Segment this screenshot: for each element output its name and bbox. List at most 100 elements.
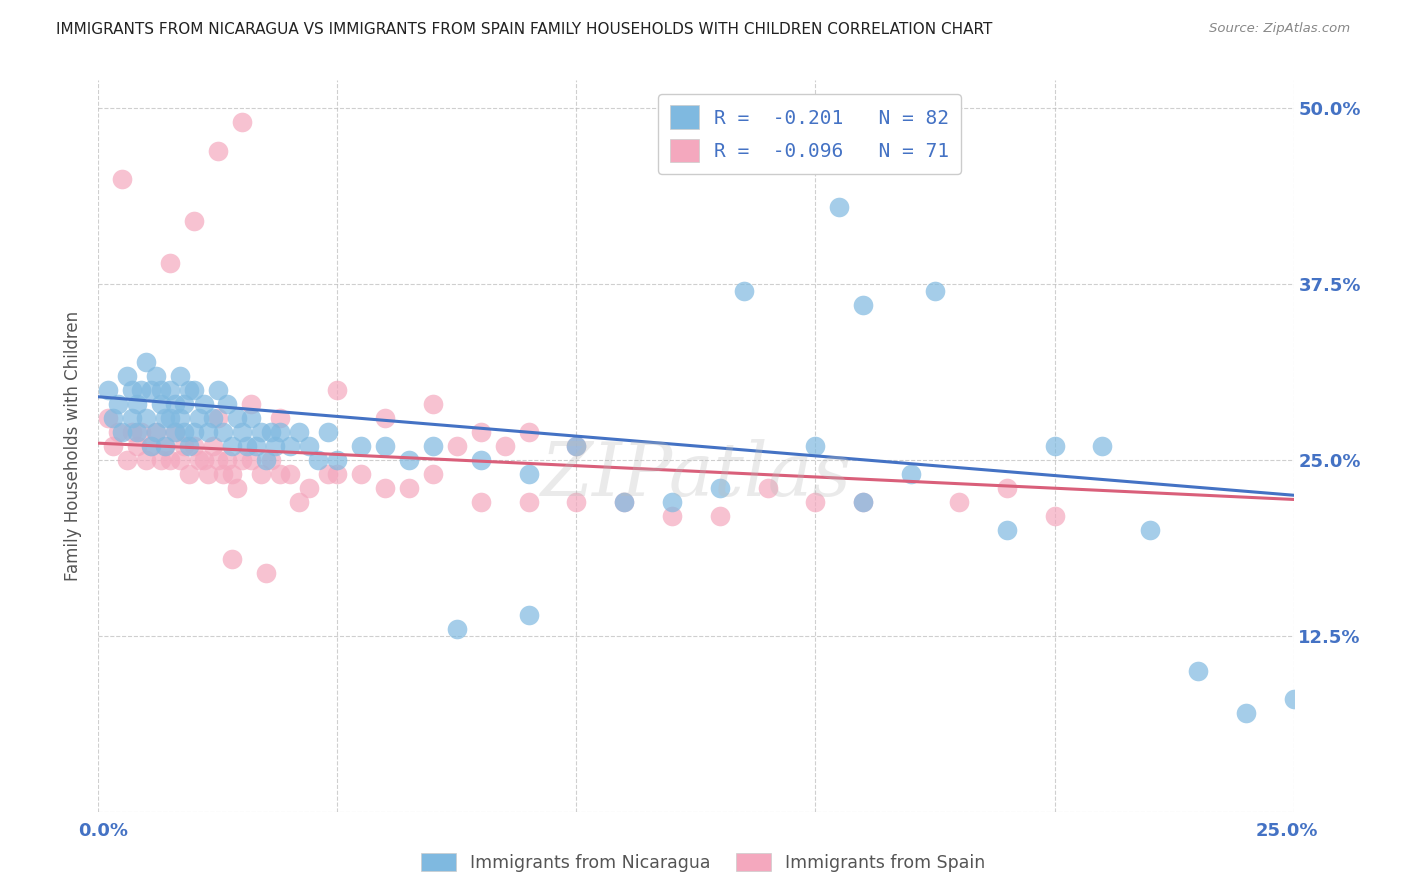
- Point: [173, 397, 195, 411]
- Text: 25.0%: 25.0%: [1256, 822, 1317, 840]
- Point: [226, 481, 249, 495]
- Point: [159, 256, 181, 270]
- Point: [852, 495, 875, 509]
- Point: [517, 467, 540, 482]
- Point: [202, 439, 225, 453]
- Point: [756, 481, 779, 495]
- Point: [221, 439, 243, 453]
- Point: [470, 425, 492, 439]
- Point: [159, 383, 181, 397]
- Point: [159, 453, 181, 467]
- Point: [111, 425, 134, 439]
- Point: [709, 509, 731, 524]
- Point: [240, 397, 263, 411]
- Point: [254, 566, 277, 580]
- Point: [517, 607, 540, 622]
- Point: [298, 439, 321, 453]
- Point: [288, 495, 311, 509]
- Point: [900, 467, 922, 482]
- Point: [326, 467, 349, 482]
- Point: [115, 453, 138, 467]
- Point: [517, 425, 540, 439]
- Point: [231, 425, 253, 439]
- Point: [163, 425, 186, 439]
- Point: [115, 368, 138, 383]
- Point: [183, 383, 205, 397]
- Point: [374, 410, 396, 425]
- Point: [613, 495, 636, 509]
- Point: [254, 453, 277, 467]
- Point: [197, 425, 219, 439]
- Point: [733, 285, 755, 299]
- Point: [709, 481, 731, 495]
- Point: [852, 495, 875, 509]
- Point: [1043, 509, 1066, 524]
- Point: [259, 453, 281, 467]
- Point: [307, 453, 329, 467]
- Point: [517, 495, 540, 509]
- Point: [183, 214, 205, 228]
- Point: [995, 524, 1018, 538]
- Point: [207, 383, 229, 397]
- Point: [259, 425, 281, 439]
- Point: [269, 425, 291, 439]
- Point: [183, 439, 205, 453]
- Point: [852, 298, 875, 312]
- Point: [159, 410, 181, 425]
- Point: [350, 439, 373, 453]
- Point: [131, 425, 153, 439]
- Point: [121, 410, 143, 425]
- Point: [107, 397, 129, 411]
- Point: [250, 467, 273, 482]
- Point: [183, 425, 205, 439]
- Point: [226, 410, 249, 425]
- Point: [1282, 692, 1305, 706]
- Point: [211, 467, 233, 482]
- Point: [207, 453, 229, 467]
- Point: [231, 115, 253, 129]
- Point: [804, 495, 827, 509]
- Point: [924, 285, 946, 299]
- Point: [1043, 439, 1066, 453]
- Point: [173, 439, 195, 453]
- Point: [125, 425, 148, 439]
- Point: [125, 439, 148, 453]
- Point: [264, 439, 287, 453]
- Point: [278, 439, 301, 453]
- Point: [470, 453, 492, 467]
- Point: [245, 439, 267, 453]
- Point: [179, 383, 201, 397]
- Point: [422, 467, 444, 482]
- Point: [163, 397, 186, 411]
- Point: [231, 453, 253, 467]
- Point: [145, 425, 167, 439]
- Point: [187, 410, 209, 425]
- Point: [374, 481, 396, 495]
- Point: [422, 439, 444, 453]
- Point: [1234, 706, 1257, 721]
- Point: [121, 425, 143, 439]
- Point: [97, 410, 120, 425]
- Legend: Immigrants from Nicaragua, Immigrants from Spain: Immigrants from Nicaragua, Immigrants fr…: [413, 847, 993, 879]
- Point: [169, 453, 191, 467]
- Point: [217, 453, 239, 467]
- Point: [398, 453, 420, 467]
- Point: [101, 439, 124, 453]
- Point: [139, 439, 162, 453]
- Point: [661, 509, 683, 524]
- Point: [97, 383, 120, 397]
- Point: [163, 425, 186, 439]
- Point: [131, 383, 153, 397]
- Point: [326, 453, 349, 467]
- Text: Source: ZipAtlas.com: Source: ZipAtlas.com: [1209, 22, 1350, 36]
- Point: [101, 410, 124, 425]
- Point: [135, 354, 157, 368]
- Point: [374, 439, 396, 453]
- Point: [398, 481, 420, 495]
- Point: [111, 171, 134, 186]
- Point: [1091, 439, 1114, 453]
- Point: [565, 495, 588, 509]
- Point: [326, 383, 349, 397]
- Point: [179, 439, 201, 453]
- Point: [197, 467, 219, 482]
